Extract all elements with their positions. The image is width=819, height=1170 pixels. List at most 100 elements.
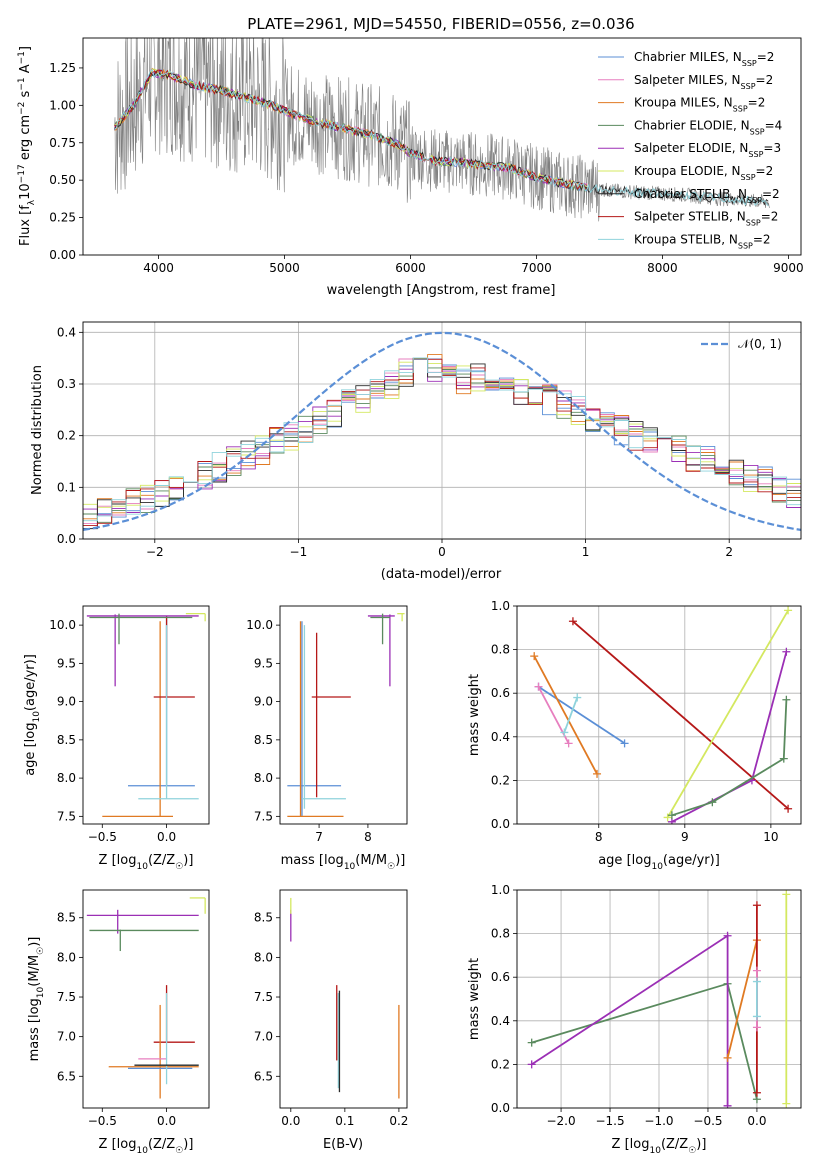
xlabel-weight_vs_Z-part: 10	[649, 1146, 661, 1156]
xlabel-age_vs_mass-part: ☉	[387, 862, 395, 872]
x-tick-label: 2	[725, 545, 733, 559]
y-tick-label: 8.5	[254, 733, 273, 747]
legend-suffix: =2	[761, 210, 779, 224]
series-point-kroupa_stelib	[752, 1012, 761, 1021]
xlabel-weight_vs_Z-part: ☉	[688, 1146, 696, 1156]
legend-entry: Salpeter ELODIE, NSSP=3	[634, 141, 781, 159]
xlabel-weight_vs_Z-part: )]	[696, 1137, 706, 1152]
legend-suffix: =2	[756, 73, 774, 87]
axes-frame	[516, 889, 802, 1109]
spectrum-ylabel-part: −1	[17, 51, 27, 64]
series-line-kroupa_stelib	[563, 697, 579, 733]
ylabel-mass_vs_Z-part: ☉	[36, 947, 46, 955]
y-tick-label: 0.3	[57, 377, 76, 391]
series-point-salpeter_elodie	[723, 1101, 732, 1108]
y-tick-label: 8.5	[254, 911, 273, 925]
legend-label: Salpeter MILES, N	[634, 73, 741, 87]
plot-content	[114, 38, 770, 222]
xlabel-mass_vs_Z-part: ☉	[175, 1146, 183, 1156]
y-tick-label: 10.0	[49, 618, 76, 632]
y-tick-label: 1.0	[491, 883, 510, 897]
y-tick-label: 0.6	[491, 970, 510, 984]
axes-frame	[82, 37, 802, 256]
x-tick-label: 8	[595, 830, 603, 844]
xlabel-age_vs_mass-part: )]	[395, 853, 405, 868]
xlabel-age_vs_mass-part: (M/M	[355, 853, 387, 868]
series-point-kroupa_elodie	[782, 890, 791, 899]
plot-mass_vs_ebv: 0.0 0.1 0.2 6.5 7.0 7.5 8.0 8.5 E(B-V)	[254, 889, 408, 1152]
legend-entry: Chabrier MILES, NSSP=2	[634, 50, 774, 68]
xlabel-weight_vs_Z-part: Z [log	[612, 1137, 650, 1152]
ylabel-mass_vs_Z-part: )]	[27, 937, 42, 947]
y-tick-label: 0.0	[491, 1101, 510, 1115]
series-point-salpeter_elodie	[527, 1060, 536, 1069]
legend-label: Salpeter STELIB, N	[634, 210, 746, 224]
x-tick-label: 7	[315, 830, 323, 844]
ylabel-mass_vs_Z-part: mass [log	[27, 998, 42, 1061]
series-line-chabrier_miles	[538, 685, 626, 745]
series-point-kroupa_miles	[593, 769, 602, 778]
x-tick-label: 0.0	[157, 1114, 176, 1128]
legend-sub: SSP	[748, 150, 763, 159]
x-tick-label: 0.1	[335, 1114, 354, 1128]
legend-label: Kroupa ELODIE, N	[634, 164, 741, 178]
x-tick-label: 8000	[647, 261, 678, 275]
xlabel-mass_vs_Z-part: 10	[136, 1146, 148, 1156]
legend-label: Chabrier MILES, N	[634, 50, 742, 64]
y-tick-label: 0.4	[491, 1014, 510, 1028]
series-point-kroupa_miles	[530, 652, 539, 661]
xlabel-age_vs_Z-part: Z [log	[99, 853, 137, 868]
legend-entry: Chabrier STELIB, NSSP=2	[634, 187, 780, 205]
series-point-kroupa_elodie	[663, 813, 672, 822]
y-tick-label: 0.25	[49, 211, 76, 225]
xlabel-age_vs_Z-part: (Z/Z	[148, 853, 175, 868]
xlabel-weight_vs_Z-part: (Z/Z	[661, 1137, 688, 1152]
plot-content	[530, 606, 793, 824]
series-point-salpeter_miles	[752, 966, 761, 975]
x-tick-label: 9	[681, 830, 689, 844]
x-tick-label: −0.5	[88, 830, 117, 844]
legend-suffix: =4	[765, 118, 783, 132]
legend-suffix: =2	[753, 232, 771, 246]
y-tick-label: 1.00	[49, 98, 76, 112]
series-point-salpeter_miles	[564, 739, 573, 748]
series-point-salpeter_stelib	[784, 804, 793, 813]
xlabel-age_vs_Z: Z [log10(Z/Z☉)]	[99, 853, 194, 872]
legend-sub: SSP	[738, 241, 753, 250]
y-tick-label: 0.1	[57, 480, 76, 494]
y-tick-label: 0.2	[491, 773, 510, 787]
legend-entry: Kroupa ELODIE, NSSP=2	[634, 164, 773, 182]
legend-sub: SSP	[733, 104, 748, 113]
y-tick-label: 0.00	[49, 248, 76, 262]
x-tick-label: 10	[763, 830, 778, 844]
legend-entry: Kroupa MILES, NSSP=2	[634, 96, 765, 114]
series-point-chabrier_elodie	[667, 811, 676, 820]
plot-spectrum: 4000 5000 6000 7000 8000 9000 0.00 0.25 0.50 0.75…	[17, 37, 804, 298]
spectrum-ylabel-part: −17	[17, 164, 27, 183]
ylabel-age_vs_Z-part: 10	[32, 711, 42, 723]
y-tick-label: 6.5	[57, 1069, 76, 1083]
legend-sub: SSP	[741, 173, 756, 182]
xlabel-weight_vs_age-part: age [log	[598, 853, 651, 868]
y-tick-label: 0.8	[491, 643, 510, 657]
legend-label: Kroupa MILES, N	[634, 96, 733, 110]
y-tick-label: 8.5	[57, 911, 76, 925]
ylabel-weight_vs_age: mass weight	[467, 674, 482, 756]
spectrum-ylabel-part: Flux [f	[18, 205, 33, 246]
y-tick-label: 7.0	[254, 1030, 273, 1044]
y-tick-label: 6.5	[254, 1069, 273, 1083]
data-spectrum-line	[114, 38, 770, 222]
series-point-chabrier_miles	[620, 739, 629, 748]
series-point-salpeter_stelib	[752, 901, 761, 910]
model-line-kroupa_stelib	[114, 69, 769, 207]
x-tick-label: 4000	[143, 261, 174, 275]
axes-frame	[82, 889, 210, 1109]
y-tick-label: 0.4	[57, 325, 76, 339]
xlabel-age_vs_mass-part: 10	[344, 862, 356, 872]
ylabel-mass_vs_Z-part: (M/M	[27, 955, 42, 987]
x-tick-label: −0.5	[88, 1114, 117, 1128]
series-line-salpeter_miles	[537, 686, 570, 744]
y-tick-label: 8.0	[57, 771, 76, 785]
x-tick-label: 0.2	[389, 1114, 408, 1128]
